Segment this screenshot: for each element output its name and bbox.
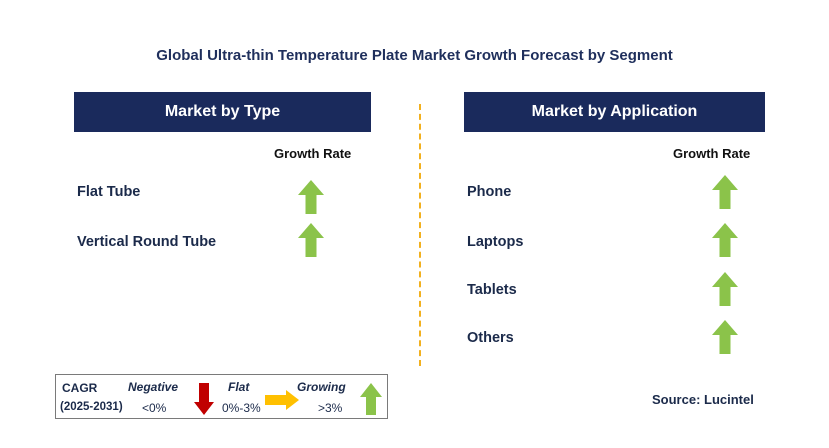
application-growth-rate-label: Growth Rate — [673, 146, 751, 161]
down-arrow-icon — [194, 383, 214, 415]
application-row-label-phone: Phone — [467, 184, 512, 200]
up-arrow-icon — [712, 320, 738, 354]
legend-flat-range: 0%-3% — [222, 401, 261, 415]
up-arrow-icon — [298, 180, 324, 214]
type-row-label-flat-tube: Flat Tube — [77, 184, 141, 200]
application-row-label-others: Others — [467, 330, 514, 346]
up-arrow-icon — [712, 272, 738, 306]
legend-flat-label: Flat — [228, 380, 250, 394]
cagr-legend: CAGR (2025-2031) Negative <0% Flat 0%-3%… — [55, 374, 388, 419]
type-growth-rate-label: Growth Rate — [274, 146, 352, 161]
up-arrow-icon — [360, 383, 382, 415]
up-arrow-icon — [298, 223, 324, 257]
up-arrow-icon — [712, 223, 738, 257]
section-divider — [419, 104, 421, 366]
legend-negative-range: <0% — [142, 401, 167, 415]
market-by-type-header: Market by Type — [74, 92, 371, 132]
type-row-label-vertical-round-tube: Vertical Round Tube — [77, 234, 217, 250]
application-row-label-tablets: Tablets — [467, 282, 517, 298]
legend-growing-range: >3% — [318, 401, 343, 415]
legend-cagr-label: CAGR — [62, 381, 98, 395]
legend-period-label: (2025-2031) — [60, 401, 123, 413]
right-arrow-icon — [265, 390, 299, 410]
application-row-label-laptops: Laptops — [467, 234, 524, 250]
up-arrow-icon — [712, 175, 738, 209]
market-by-application-header: Market by Application — [464, 92, 765, 132]
legend-negative-label: Negative — [128, 380, 179, 394]
legend-growing-label: Growing — [297, 380, 346, 394]
source-label: Source: Lucintel — [652, 392, 754, 407]
chart-title: Global Ultra-thin Temperature Plate Mark… — [156, 47, 673, 64]
